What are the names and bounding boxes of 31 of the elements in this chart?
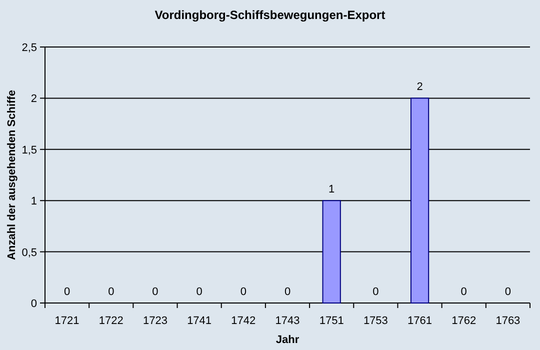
y-tick-label: 0 <box>30 298 37 310</box>
x-tick-label: 1721 <box>54 315 80 327</box>
y-tick-label: 1 <box>30 196 37 208</box>
y-tick-label: 2,5 <box>22 42 37 54</box>
data-label: 1 <box>328 184 335 196</box>
x-tick-label: 1762 <box>452 315 476 327</box>
data-label: 0 <box>152 286 158 298</box>
x-tick-label: 1753 <box>363 315 388 327</box>
x-tick-label: 1761 <box>408 315 432 327</box>
x-tick-label: 1751 <box>319 315 344 327</box>
data-label: 0 <box>460 286 467 298</box>
data-label: 0 <box>196 286 202 298</box>
x-tick-label: 1741 <box>187 315 212 327</box>
y-tick-label: 2 <box>30 93 37 106</box>
x-tick-label: 1763 <box>496 315 520 327</box>
data-label: 0 <box>64 286 70 298</box>
y-axis-title: Anzahl der ausgehenden Schiffe <box>6 90 18 260</box>
chart-title: Vordingborg-Schiffsbewegungen-Export <box>154 8 386 22</box>
data-label: 0 <box>284 286 291 298</box>
data-label: 0 <box>504 286 512 298</box>
x-tick-label: 1742 <box>231 315 256 327</box>
x-tick-label: 1722 <box>98 315 124 327</box>
x-tick-label: 1723 <box>142 315 168 327</box>
data-label: 0 <box>240 286 246 298</box>
x-axis-title: Jahr <box>276 334 300 346</box>
data-label: 2 <box>416 81 423 94</box>
y-tick-label: 0,5 <box>22 246 37 259</box>
data-label: 0 <box>108 286 114 298</box>
y-tick-label: 1,5 <box>22 144 37 156</box>
data-label: 0 <box>372 286 379 298</box>
x-tick-label: 1743 <box>275 315 300 327</box>
